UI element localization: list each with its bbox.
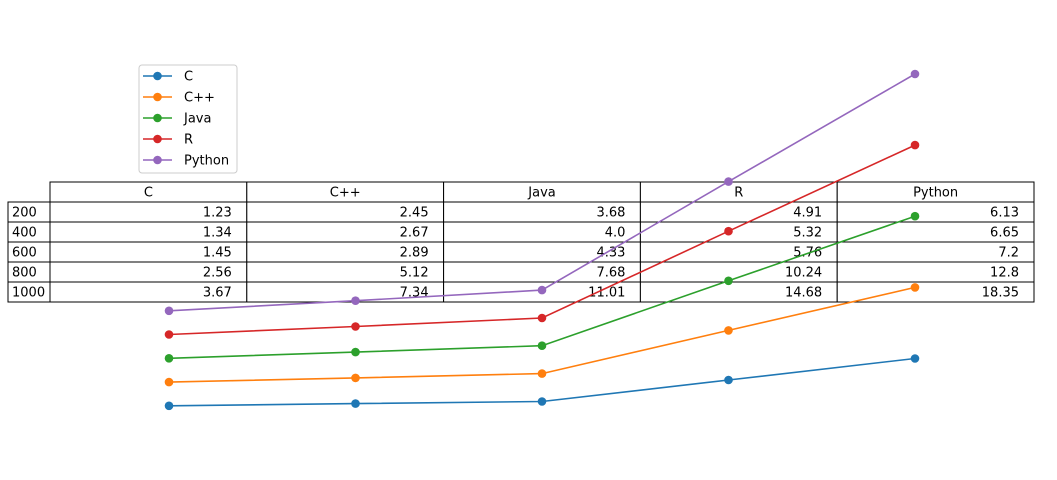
table-cell-value: 5.12 bbox=[400, 266, 429, 281]
table-cell-value: 2.56 bbox=[203, 266, 232, 281]
table-cell-value: 4.91 bbox=[793, 206, 822, 221]
data-point bbox=[351, 322, 360, 331]
table-cell-value: 10.24 bbox=[785, 266, 822, 281]
table-cell bbox=[836, 281, 1035, 303]
table-column-label: Java bbox=[527, 186, 555, 201]
table-column-label: C++ bbox=[330, 186, 361, 201]
legend-label: C bbox=[184, 70, 193, 85]
data-point bbox=[164, 306, 174, 316]
legend-frame bbox=[138, 64, 238, 174]
table-cell-value: 5.32 bbox=[793, 226, 822, 241]
data-point bbox=[910, 211, 920, 221]
table-cell-value: 7.2 bbox=[998, 246, 1019, 261]
legend-item: Python bbox=[143, 154, 229, 169]
table-cell-value: 3.67 bbox=[203, 286, 232, 301]
table-cell-value: 18.35 bbox=[982, 286, 1019, 301]
table-row-label: 400 bbox=[12, 226, 37, 241]
data-point bbox=[537, 313, 547, 323]
table-cell-value: 12.8 bbox=[990, 266, 1019, 281]
legend-marker bbox=[153, 155, 162, 165]
legend-marker bbox=[153, 71, 162, 81]
series-python bbox=[164, 69, 920, 316]
table-cell-value: 14.68 bbox=[785, 286, 822, 301]
table-cell-value: 4.33 bbox=[596, 246, 625, 261]
data-point bbox=[910, 140, 920, 150]
table-column-label: C bbox=[144, 186, 153, 201]
table-cell-value: 4.0 bbox=[605, 226, 626, 241]
table-row-label: 600 bbox=[12, 246, 37, 261]
data-point bbox=[724, 375, 733, 385]
legend-marker bbox=[153, 92, 162, 102]
data-point bbox=[351, 296, 360, 306]
data-point bbox=[164, 354, 174, 363]
table-cell-value: 6.13 bbox=[990, 206, 1019, 221]
data-point bbox=[537, 397, 547, 406]
legend-item: C++ bbox=[143, 91, 215, 106]
data-table: C C++ Java R Python 200 1.23 2.45 3.68 4.91 6.13 40… bbox=[7, 181, 1035, 303]
table-cell-value: 2.67 bbox=[400, 226, 429, 241]
table-row-label: 800 bbox=[12, 266, 37, 281]
legend-label: R bbox=[184, 133, 193, 148]
table-cell-value: 1.45 bbox=[203, 246, 232, 261]
legend-label: Python bbox=[184, 154, 229, 169]
data-point bbox=[537, 341, 547, 351]
legend-item: R bbox=[143, 133, 193, 148]
table-row-label: 1000 bbox=[12, 286, 45, 301]
legend-label: C++ bbox=[184, 91, 215, 106]
table-cell-value: 6.65 bbox=[990, 226, 1019, 241]
table-cell-value: 7.68 bbox=[596, 266, 625, 281]
data-point bbox=[537, 369, 547, 378]
table-row-label: 200 bbox=[12, 206, 37, 221]
plot-series bbox=[164, 69, 920, 411]
table-cell-value: 2.45 bbox=[400, 206, 429, 221]
series-cpp bbox=[164, 283, 920, 387]
data-point bbox=[164, 401, 174, 411]
table-column-label: Python bbox=[913, 186, 958, 201]
legend-marker bbox=[153, 134, 162, 144]
table-cell-value: 3.68 bbox=[596, 206, 625, 221]
table-column-label: R bbox=[734, 186, 743, 201]
legend-item: C bbox=[143, 70, 193, 85]
data-point bbox=[351, 399, 360, 408]
data-point bbox=[910, 354, 920, 363]
legend-marker bbox=[153, 113, 162, 123]
table-cell-value: 1.34 bbox=[203, 226, 232, 241]
data-point bbox=[351, 347, 360, 357]
data-point bbox=[724, 177, 733, 186]
legend-label: Java bbox=[183, 112, 211, 127]
series-c bbox=[164, 354, 920, 411]
data-point bbox=[351, 373, 360, 383]
data-point bbox=[724, 276, 733, 286]
series-r bbox=[164, 140, 920, 339]
table-cell-value: 11.01 bbox=[588, 286, 625, 301]
legend-item: Java bbox=[143, 112, 211, 127]
legend: C C++ Java R Python bbox=[138, 64, 238, 174]
data-point bbox=[164, 330, 174, 339]
series-java bbox=[164, 211, 920, 363]
data-point bbox=[537, 285, 547, 295]
table-cell-value: 2.89 bbox=[400, 246, 429, 261]
data-point bbox=[910, 69, 920, 79]
data-point bbox=[164, 377, 174, 387]
data-point bbox=[724, 226, 733, 236]
table-cell-value: 1.23 bbox=[203, 206, 232, 221]
data-point bbox=[910, 283, 920, 292]
data-point bbox=[724, 326, 733, 335]
